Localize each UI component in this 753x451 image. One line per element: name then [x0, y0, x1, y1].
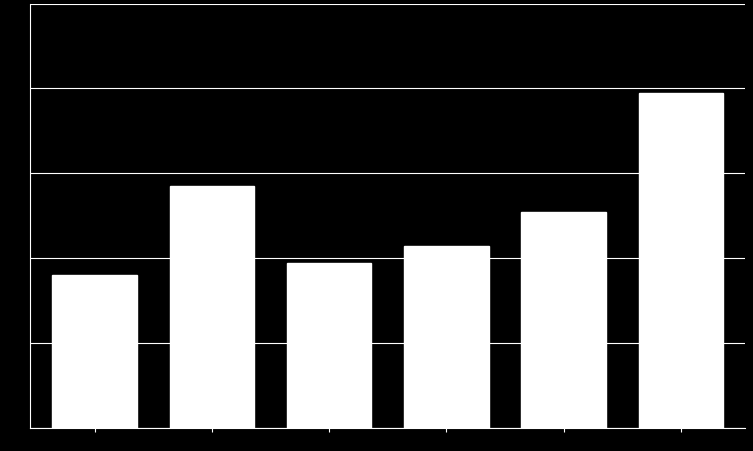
Bar — [169, 187, 254, 428]
Bar — [522, 212, 606, 428]
Bar — [639, 93, 723, 428]
Bar — [287, 263, 371, 428]
Bar — [53, 276, 137, 428]
Bar — [404, 246, 489, 428]
